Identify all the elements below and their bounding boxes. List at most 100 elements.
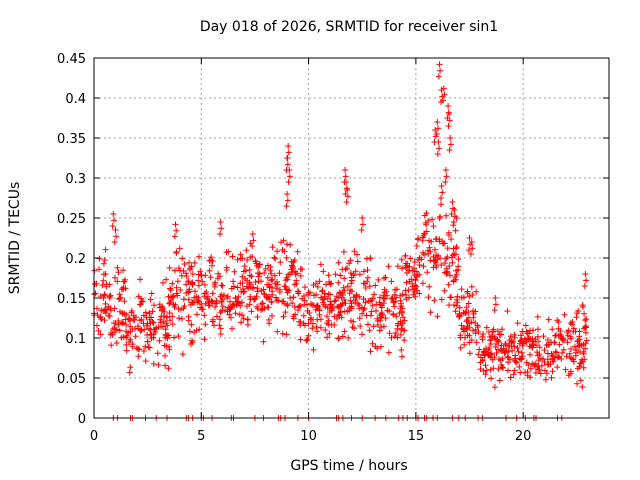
data-point: [416, 271, 423, 278]
data-point: [458, 294, 465, 301]
data-point: [202, 272, 209, 279]
data-point: [420, 263, 427, 270]
data-point: [367, 298, 374, 305]
data-point: [500, 345, 507, 352]
data-point: [191, 329, 198, 336]
data-point: [268, 270, 275, 277]
data-point: [393, 294, 400, 301]
data-point: [254, 314, 261, 320]
data-point: [455, 256, 462, 263]
data-point: [259, 300, 266, 307]
data-point: [254, 285, 261, 292]
data-point: [469, 245, 476, 252]
data-point: [540, 333, 547, 340]
data-point: [569, 321, 575, 328]
data-point: [296, 303, 303, 310]
data-point: [365, 321, 371, 328]
data-point: [426, 244, 433, 251]
data-point: [159, 307, 165, 314]
data-point: [371, 291, 378, 298]
x-tick-label: 20: [515, 429, 532, 444]
data-point: [515, 348, 522, 355]
data-point: [381, 296, 388, 302]
data-point: [366, 327, 373, 334]
data-point: [119, 319, 126, 326]
data-point: [454, 299, 461, 306]
data-point: [453, 244, 460, 250]
data-point: [482, 351, 489, 358]
x-tick-label: 10: [300, 429, 317, 444]
data-point: [201, 293, 208, 300]
data-point: [107, 307, 114, 314]
data-point: [289, 300, 296, 307]
data-point: [229, 325, 235, 332]
data-point: [407, 255, 414, 262]
data-point: [198, 272, 205, 279]
data-point: [223, 249, 230, 256]
data-point: [554, 364, 561, 371]
data-point: [138, 298, 145, 305]
data-point: [399, 265, 406, 272]
data-point: [527, 327, 534, 334]
data-point: [234, 256, 241, 263]
data-point: [452, 251, 459, 258]
data-point: [465, 247, 472, 253]
data-point: [167, 299, 173, 306]
data-point: [443, 173, 450, 180]
data-point: [102, 310, 109, 317]
data-point: [542, 367, 548, 374]
data-point: [574, 365, 581, 372]
data-point: [111, 217, 117, 224]
data-point: [259, 306, 266, 313]
data-point: [317, 261, 324, 268]
data-point: [468, 239, 475, 245]
data-point: [486, 345, 493, 351]
data-point: [465, 300, 472, 307]
data-point: [228, 285, 235, 292]
data-point: [540, 356, 546, 362]
data-point: [256, 270, 263, 277]
data-point: [268, 277, 275, 284]
data-point: [469, 292, 476, 298]
data-point: [534, 333, 541, 340]
data-point: [400, 314, 406, 321]
data-point: [573, 347, 580, 354]
data-point: [359, 310, 366, 317]
data-point: [382, 315, 389, 322]
data-point: [359, 331, 365, 338]
data-point: [458, 322, 465, 329]
data-point: [314, 283, 321, 290]
data-point: [468, 283, 475, 290]
data-point: [191, 259, 198, 266]
data-point: [103, 283, 110, 290]
data-point: [140, 320, 147, 327]
data-point: [244, 257, 251, 263]
data-point: [577, 360, 584, 367]
data-point: [128, 309, 135, 316]
data-point: [386, 308, 393, 315]
data-point: [264, 274, 271, 281]
data-point: [201, 281, 208, 288]
data-point: [555, 325, 562, 332]
data-point: [95, 327, 102, 334]
data-point: [277, 259, 284, 266]
data-point: [412, 285, 418, 292]
data-point: [301, 297, 308, 304]
data-point: [369, 340, 376, 347]
data-point: [137, 276, 143, 283]
data-point: [464, 290, 471, 297]
data-point: [347, 270, 354, 277]
x-tick-label: 15: [408, 429, 425, 444]
data-point: [350, 318, 357, 325]
data-point: [92, 290, 99, 297]
data-point: [377, 317, 384, 324]
data-point: [280, 313, 287, 320]
data-point: [436, 238, 443, 245]
data-point: [280, 237, 287, 244]
data-point: [538, 362, 545, 369]
data-point: [566, 350, 573, 357]
data-point: [290, 313, 297, 320]
data-point: [475, 351, 482, 358]
data-point: [201, 312, 208, 319]
data-point: [494, 336, 501, 343]
